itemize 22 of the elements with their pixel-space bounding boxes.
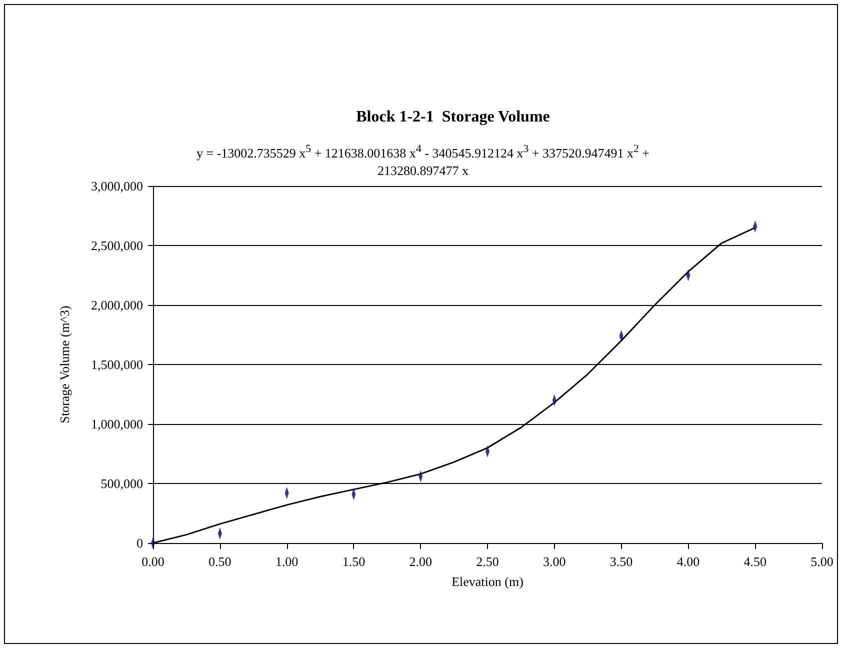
x-tick-label: 3.50 xyxy=(610,554,633,569)
text: y = -13002.735529 x$^{5}$ + 121638.001638 x$^{4}$ - 340545.912124 x$^{3}$ + 337520.947491 x$^{2}$ + 213280.897477 x xyxy=(196,143,650,178)
x-tick-label: 2.50 xyxy=(476,554,499,569)
y-axis-title: Storage Volume (m^3) xyxy=(57,306,72,424)
x-tick-label: 3.00 xyxy=(543,554,566,569)
y-tick-label: 1,500,000 xyxy=(91,357,143,372)
x-tick-label: 0.00 xyxy=(142,554,164,569)
chart-title: Block 1-2-1 Storage Volume xyxy=(356,108,550,126)
x-tick-label: 1.00 xyxy=(275,554,298,569)
x-tick-label: 0.50 xyxy=(208,554,232,569)
y-tick-label: 0 xyxy=(136,536,143,550)
x-tick-label: 2.00 xyxy=(409,554,432,569)
y-tick-label: 1,000,000 xyxy=(91,416,143,432)
y-tick-label: 2,000,000 xyxy=(91,298,143,312)
y-tick-label: 500,000 xyxy=(100,476,143,491)
x-tick-label: 1.50 xyxy=(342,554,366,569)
y-tick-label: 2,500,000 xyxy=(91,238,143,253)
x-tick-label: 4.00 xyxy=(676,554,700,569)
x-tick-label: 5.00 xyxy=(810,554,834,569)
x-tick-label: 4.50 xyxy=(744,554,766,569)
x-axis-title: Elevation (m) xyxy=(452,574,524,589)
y-tick-label: 3,000,000 xyxy=(91,178,143,194)
